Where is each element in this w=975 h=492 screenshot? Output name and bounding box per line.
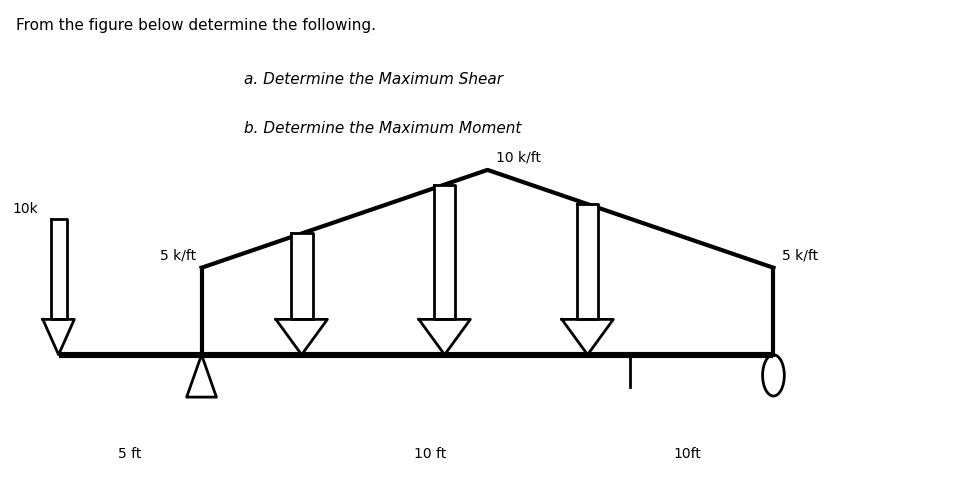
- Polygon shape: [562, 319, 613, 355]
- Polygon shape: [577, 204, 599, 319]
- Text: 10ft: 10ft: [674, 447, 702, 461]
- Polygon shape: [51, 219, 66, 319]
- Polygon shape: [419, 319, 470, 355]
- Polygon shape: [276, 319, 328, 355]
- Text: 10k: 10k: [13, 202, 39, 216]
- Polygon shape: [186, 355, 216, 397]
- Text: a. Determine the Maximum Shear: a. Determine the Maximum Shear: [245, 72, 503, 87]
- Polygon shape: [291, 234, 313, 319]
- Text: 10 k/ft: 10 k/ft: [496, 151, 541, 164]
- Text: 5 ft: 5 ft: [118, 447, 141, 461]
- Polygon shape: [43, 319, 74, 355]
- Text: b. Determine the Maximum Moment: b. Determine the Maximum Moment: [245, 121, 522, 136]
- Polygon shape: [434, 184, 455, 319]
- Text: From the figure below determine the following.: From the figure below determine the foll…: [16, 18, 375, 32]
- Text: 5 k/ft: 5 k/ft: [160, 248, 196, 262]
- Text: 10 ft: 10 ft: [414, 447, 447, 461]
- Text: 5 k/ft: 5 k/ft: [782, 248, 818, 262]
